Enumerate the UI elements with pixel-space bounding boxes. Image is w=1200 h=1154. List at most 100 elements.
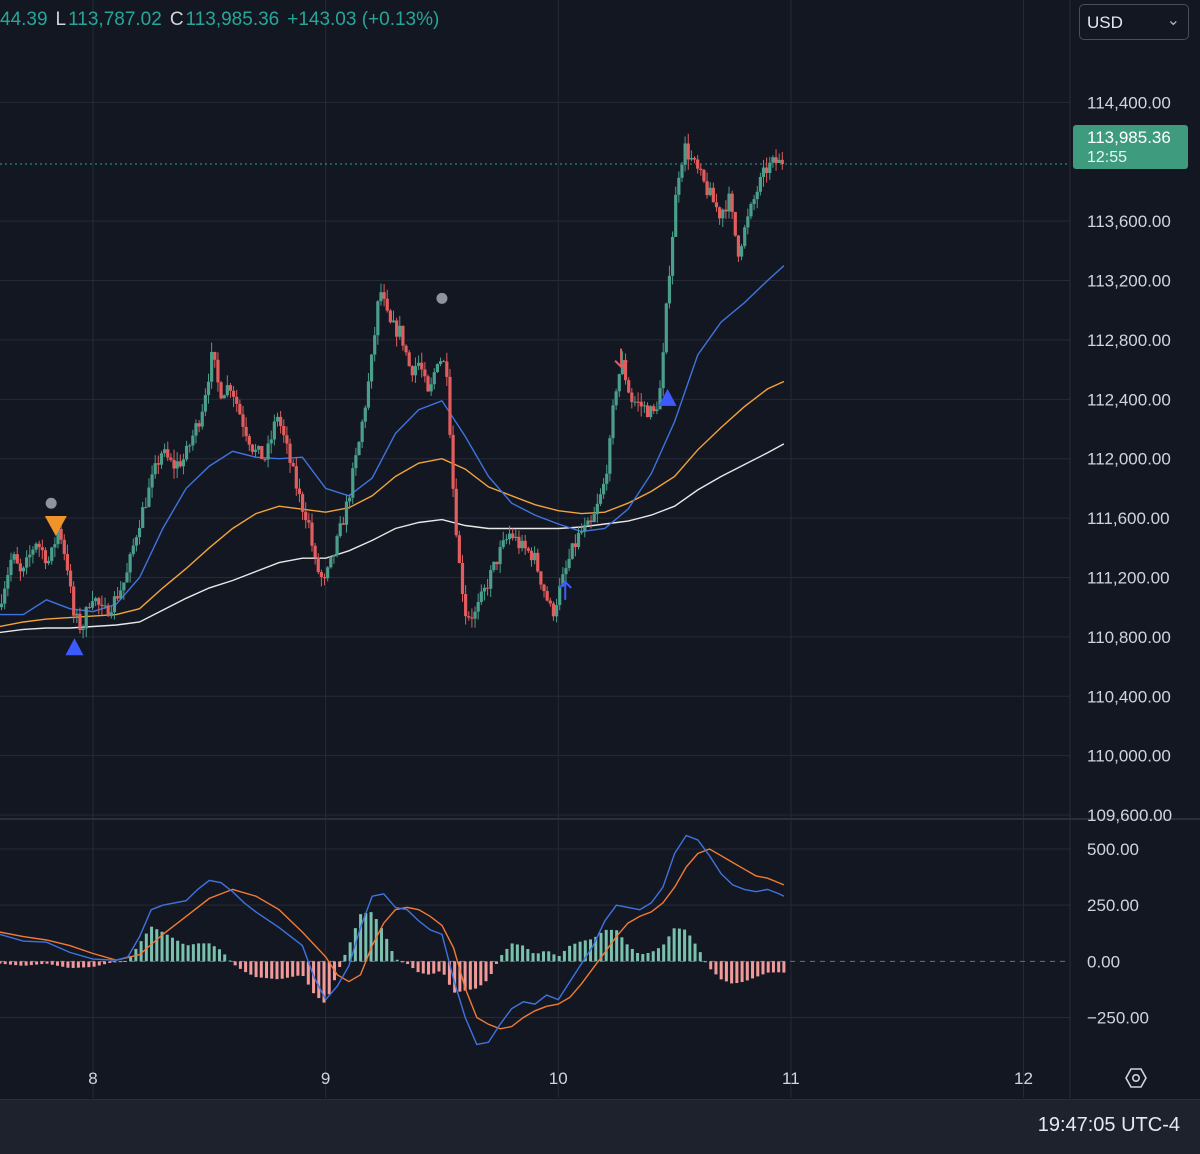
price-axis-label: 109,600.00 — [1087, 806, 1172, 825]
candle-body — [445, 361, 449, 377]
macd-histogram-bar — [751, 961, 755, 979]
candle-body — [319, 572, 323, 578]
candle-body — [275, 416, 280, 422]
macd-histogram-bar — [735, 961, 739, 984]
macd-histogram-bar — [463, 961, 467, 991]
candle-body — [68, 570, 73, 587]
candle-body — [482, 587, 487, 592]
hexagon-gear-icon[interactable] — [1124, 1066, 1148, 1090]
macd-histogram-bar — [291, 961, 295, 977]
candle-body — [448, 376, 452, 435]
macd-histogram-bar — [87, 961, 91, 968]
macd-histogram-bar — [160, 931, 164, 962]
macd-histogram-bar — [327, 961, 331, 995]
candle-body — [774, 157, 778, 163]
candle-body — [598, 494, 603, 504]
macd-histogram-bar — [8, 961, 12, 965]
ma-blue-line — [0, 265, 785, 616]
candle-body — [533, 552, 537, 561]
candle-body — [316, 557, 320, 573]
candle-body — [260, 446, 264, 460]
legend-low-label: L — [55, 9, 67, 30]
candle-body — [200, 411, 204, 427]
candle-body — [166, 449, 170, 458]
macd-histogram-bar — [406, 961, 410, 965]
candle-body — [65, 553, 70, 571]
candle-body — [573, 543, 577, 548]
candle-body — [12, 554, 16, 560]
currency-select[interactable]: USD ⌄ — [1079, 4, 1189, 40]
candle-body — [297, 488, 302, 495]
macd-histogram-bar — [526, 949, 530, 962]
candle-body — [263, 459, 267, 461]
candle-body — [115, 596, 120, 599]
macd-histogram-bar — [71, 961, 75, 968]
candle-body — [197, 423, 201, 427]
candle-body — [34, 543, 38, 550]
macd-line — [0, 834, 785, 1046]
macd-histogram-bar — [719, 961, 723, 980]
candle-body — [84, 607, 88, 629]
candle-body — [617, 374, 621, 392]
candle-body — [216, 359, 220, 383]
macd-signal-line — [0, 848, 785, 1030]
macd-histogram-bar — [620, 937, 624, 962]
candle-body — [473, 611, 477, 619]
candle-body — [376, 301, 380, 336]
macd-histogram-bar — [521, 945, 525, 962]
price-axis-label: 114,400.00 — [1087, 93, 1171, 112]
macd-histogram-bar — [123, 960, 127, 962]
macd-histogram-bar — [322, 961, 326, 1003]
macd-histogram-bar — [280, 961, 284, 979]
candle-body — [514, 536, 518, 539]
time-axis-label: 11 — [782, 1069, 800, 1088]
macd-histogram-bar — [76, 961, 80, 968]
macd-histogram-bar — [421, 961, 425, 974]
candle-body — [153, 463, 157, 475]
candle-body — [78, 613, 82, 630]
candle-body — [241, 414, 245, 427]
candle-body — [163, 449, 167, 454]
candle-body — [407, 352, 411, 367]
candle-body — [765, 167, 769, 173]
macd-histogram-bar — [338, 961, 342, 968]
ma-orange-line — [0, 380, 785, 628]
macd-histogram-bar — [693, 943, 697, 962]
candle-body — [134, 537, 138, 546]
candle-body — [388, 310, 392, 323]
macd-histogram-bar — [139, 941, 143, 962]
candle-body — [313, 545, 317, 558]
macd-histogram-bar — [677, 928, 681, 962]
macd-pane — [0, 834, 786, 1046]
candle-body — [128, 554, 132, 573]
candle-body — [736, 235, 741, 257]
candle-body — [210, 351, 214, 382]
status-bar: 19:47:05 UTC-4 — [0, 1099, 1200, 1154]
sell-arrow-marker — [614, 348, 628, 369]
candle-body — [304, 511, 308, 521]
macd-axis-label: 500.00 — [1087, 840, 1139, 859]
candle-body — [683, 143, 687, 165]
macd-histogram-bar — [228, 960, 232, 962]
macd-histogram-bar — [369, 912, 373, 962]
candle-body — [169, 457, 173, 460]
candle-body — [548, 600, 552, 604]
bar-countdown: 12:55 — [1087, 149, 1128, 166]
candle-body — [636, 401, 640, 403]
macd-histogram-bar — [641, 954, 645, 962]
clock[interactable]: 19:47:05 UTC-4 — [1037, 1114, 1180, 1136]
macd-histogram-bar — [432, 961, 436, 974]
candle-body — [326, 567, 330, 579]
candle-body — [454, 488, 458, 536]
candle-body — [231, 390, 236, 397]
macd-histogram-bar — [129, 956, 133, 962]
candle-body — [614, 391, 618, 406]
macd-histogram-bar — [359, 914, 363, 962]
candle-body — [366, 381, 371, 408]
candle-body — [658, 388, 662, 410]
candle-body — [335, 536, 339, 556]
time-axis-label: 9 — [321, 1069, 330, 1088]
candle-body — [285, 435, 289, 444]
